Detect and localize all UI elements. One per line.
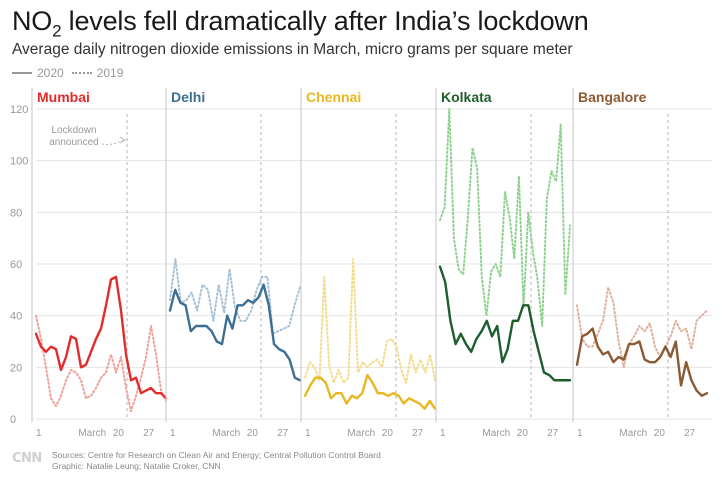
x-tick-label: 1	[577, 428, 583, 439]
panel-chennai: Chennai 1 March 20 27	[300, 88, 437, 439]
legend-label-2019: 2019	[96, 66, 124, 80]
x-tick-label: March	[212, 428, 240, 439]
x-tick-label: March	[482, 428, 510, 439]
x-tick-label: March	[619, 428, 647, 439]
city-label: Bangalore	[578, 89, 647, 105]
city-label: Kolkata	[441, 89, 492, 105]
x-tick-label: 1	[170, 428, 176, 439]
chart-title: NO2 levels fell dramatically after India…	[12, 6, 589, 41]
annotation-line-1: Lockdown	[51, 125, 96, 136]
title-main: NO	[12, 6, 53, 36]
x-tick-label: 1	[36, 428, 42, 439]
y-tick-label: 100	[10, 156, 28, 168]
legend-label-2020: 2020	[37, 66, 64, 80]
x-tick-label: 20	[654, 428, 666, 439]
x-tick-label: 20	[113, 428, 125, 439]
series-2020-line	[438, 265, 572, 382]
panel-delhi: Delhi 1 March 20 27	[165, 88, 302, 439]
x-tick-label: 20	[517, 428, 529, 439]
legend-solid-swatch	[12, 72, 32, 74]
panel-bangalore: Bangalore 1 March 20 27	[572, 88, 709, 439]
source-line: Sources: Centre for Research on Clean Ai…	[52, 450, 381, 460]
y-tick-label: 60	[10, 259, 22, 271]
y-tick-label: 120	[10, 104, 28, 116]
y-tick-label: 40	[10, 311, 22, 323]
x-tick-label: 1	[305, 428, 311, 439]
x-tick-label: 27	[277, 428, 289, 439]
city-label: Chennai	[306, 89, 361, 105]
x-tick-label: 20	[382, 428, 394, 439]
x-tick-label: March	[347, 428, 375, 439]
chart-subtitle: Average daily nitrogen dioxide emissions…	[12, 41, 573, 58]
series-2019-line	[439, 108, 571, 327]
series-2020-line	[168, 283, 302, 382]
credit-line: Graphic: Natalie Leung; Natalie Croker, …	[52, 461, 221, 471]
series-2019-line	[35, 314, 167, 413]
x-tick-label: 1	[440, 428, 446, 439]
title-rest: levels fell dramatically after India’s l…	[61, 6, 589, 36]
annotation-arrowhead	[119, 136, 126, 144]
y-tick-label: 80	[10, 207, 22, 219]
y-tick-label: 20	[10, 362, 22, 374]
annotation-line-2: announced	[49, 137, 99, 148]
annotation-arrow	[101, 139, 125, 145]
series-2020-line	[34, 275, 168, 400]
panel-kolkata: Kolkata 1 March 20 27	[435, 88, 572, 439]
legend-item-2019: 2019	[71, 66, 124, 80]
title-subscript: 2	[52, 21, 62, 41]
legend: 2020 2019	[12, 66, 123, 80]
source-note: Sources: Centre for Research on Clean Ai…	[52, 450, 381, 472]
x-tick-label: 27	[412, 428, 424, 439]
x-tick-label: 27	[143, 428, 155, 439]
x-tick-label: 27	[684, 428, 696, 439]
cnn-logo: CNN	[12, 451, 42, 466]
x-tick-label: 27	[547, 428, 559, 439]
series-2020-line	[575, 327, 709, 397]
x-tick-label: March	[78, 428, 106, 439]
y-tick-label: 0	[10, 414, 16, 426]
city-label: Delhi	[171, 89, 205, 105]
legend-dotted-swatch	[71, 72, 92, 74]
legend-item-2020: 2020	[12, 66, 64, 80]
x-tick-label: 20	[247, 428, 259, 439]
city-label: Mumbai	[37, 89, 90, 105]
series-2019-line	[169, 257, 301, 335]
series-2020-line	[303, 373, 437, 410]
series-2019-line	[576, 286, 708, 369]
series-2019-line	[304, 257, 436, 384]
